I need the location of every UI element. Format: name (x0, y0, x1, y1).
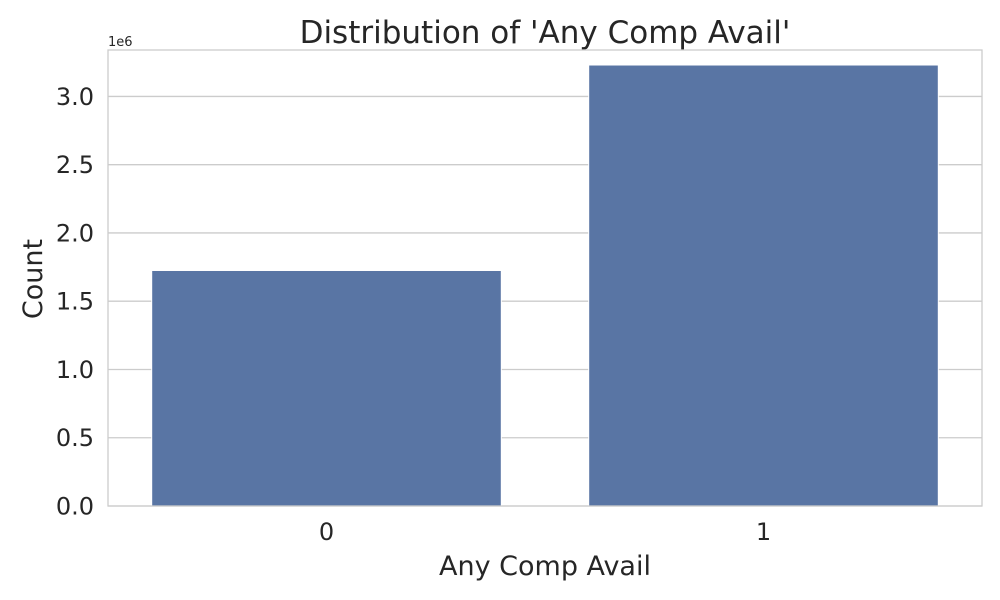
y-tick-label: 1.0 (56, 356, 94, 384)
y-tick-label: 2.0 (56, 219, 94, 247)
bar-1 (588, 64, 939, 507)
y-axis-offset-label: 1e6 (108, 35, 133, 50)
chart-title: Distribution of 'Any Comp Avail' (300, 15, 791, 51)
y-tick-label: 1.5 (56, 288, 94, 316)
y-axis-label: Count (18, 239, 49, 319)
bar-0 (151, 269, 502, 507)
y-tick-label: 0.0 (56, 493, 94, 521)
y-tick-label: 2.5 (56, 151, 94, 179)
x-tick-label: 1 (756, 518, 771, 546)
x-tick-label: 0 (319, 518, 334, 546)
y-tick-label: 3.0 (56, 83, 94, 111)
bars (151, 64, 939, 507)
y-tick-label: 0.5 (56, 424, 94, 452)
x-axis-label: Any Comp Avail (439, 551, 651, 582)
plot-frame (107, 49, 983, 507)
y-tick-labels: 0.0 0.5 1.0 1.5 2.0 2.5 3.0 (56, 83, 94, 521)
